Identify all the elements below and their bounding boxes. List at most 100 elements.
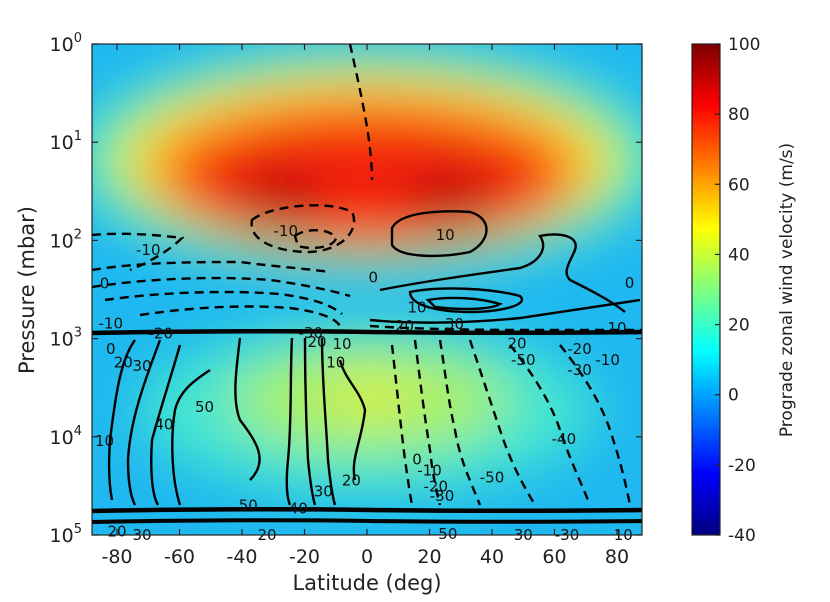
lower-yellow-core [320, 370, 420, 420]
contour-label: 0 [368, 269, 378, 287]
y-tick-label: 102 [50, 227, 82, 252]
contour-dashed [293, 229, 338, 250]
contour-label: 30 [132, 357, 151, 375]
contour-label: 10 [407, 298, 426, 316]
x-tick-label: -80 [101, 546, 132, 568]
colorbar-tick-label: 60 [728, 175, 750, 195]
y-tick-label: 100 [50, 31, 82, 56]
x-tick-label: 40 [480, 546, 504, 568]
contour-label: -50 [433, 525, 458, 543]
colorbar-frame [691, 43, 721, 536]
contour-dashed [413, 339, 442, 506]
contour-label: -30 [567, 361, 592, 379]
contour-label: 10 [436, 226, 455, 244]
contour-solid [303, 337, 317, 506]
contour-label: 10 [95, 432, 114, 450]
jet-red-core [172, 112, 562, 248]
colorbar-tick-label: -40 [728, 526, 756, 546]
contour-label: 20 [342, 472, 361, 490]
x-tick-label: -20 [289, 546, 320, 568]
contour-label: 0 [106, 340, 116, 358]
y-tick-label: 103 [50, 326, 82, 351]
colorbar-tick-label: 80 [728, 105, 750, 125]
contour-label: -20 [424, 477, 449, 495]
contour-dashed [369, 324, 642, 332]
contour-label: 20 [395, 317, 414, 335]
x-tick-label: 20 [417, 546, 441, 568]
colorbar-tick-label: 40 [728, 245, 750, 265]
contour-solid [285, 337, 294, 506]
contour-label: 20 [114, 353, 133, 371]
contour-label: -10 [99, 314, 124, 332]
contour-solid [107, 339, 136, 501]
contour-label: 10 [332, 335, 351, 353]
colorbar-gradient [692, 44, 720, 535]
contour-dashed [92, 276, 351, 298]
contour-label: 0 [625, 274, 635, 292]
contour-dashed [92, 232, 185, 272]
contour-label: 10 [326, 353, 345, 371]
contour-label: -50 [511, 351, 536, 369]
contour-dashed [509, 344, 592, 506]
contour-dashed [92, 260, 331, 274]
contour-solid [338, 359, 367, 481]
contour-dashed [390, 344, 414, 506]
contour-label: 0 [412, 450, 422, 468]
y-axis-label: Pressure (mbar) [15, 206, 39, 374]
contour-label: -20 [567, 340, 592, 358]
contour-solid [126, 339, 162, 506]
contour-label: -10 [417, 461, 442, 479]
contour-solid [320, 337, 337, 506]
contour-solid [92, 507, 642, 514]
colorbar-ticks: -40 -20 0 20 40 60 80 100 [715, 35, 760, 546]
y-tick-label: 104 [50, 424, 82, 449]
contour-label: 20 [307, 333, 326, 351]
contour-solid [425, 296, 503, 311]
velocity-field [92, 44, 642, 535]
contour-solid [379, 233, 626, 313]
contour-solid [408, 287, 524, 314]
jet-dark-core [235, 172, 325, 228]
colorbar-tick-label: -20 [728, 456, 756, 476]
colorbar-tick-label: 20 [728, 316, 750, 336]
colorbar-label: Prograde zonal wind velocity (m/s) [777, 143, 797, 437]
contour-label: 20 [507, 334, 526, 352]
contour-solid [92, 518, 642, 524]
contour-label: 40 [289, 500, 308, 518]
contour-label: -40 [552, 430, 577, 448]
colorbar: -40 -20 0 20 40 60 80 100 Prograde zonal wind v… [691, 35, 797, 546]
x-tick-label: 80 [605, 546, 629, 568]
contour-solid [150, 344, 182, 506]
contour-label: 10 [607, 319, 626, 337]
contour-dashed [348, 44, 374, 181]
contour-label: -10 [136, 241, 161, 259]
contour-label: 30 [314, 482, 333, 500]
x-axis-ticks: -80 -60 -40 -20 0 20 40 60 80 [101, 44, 629, 568]
x-axis-label: Latitude (deg) [292, 571, 441, 595]
contour-label: -30 [430, 487, 455, 505]
colorbar-tick-label: 0 [728, 386, 739, 406]
contour-dashed [468, 339, 537, 506]
contour-dashed [139, 305, 342, 327]
contour-solid [369, 298, 641, 324]
y-tick-label: 105 [50, 522, 82, 547]
contour-label: 50 [195, 398, 214, 416]
contour-label: -20 [149, 325, 174, 343]
contour-label: -10 [595, 351, 620, 369]
contour-solid [234, 337, 261, 481]
contour-solid [92, 329, 642, 336]
colorbar-tick-label: 100 [728, 35, 760, 55]
contour-solid [171, 369, 211, 506]
contour-label: -10 [274, 222, 299, 240]
contour-label: 30 [445, 315, 464, 333]
contour-solid [390, 210, 488, 258]
contour-label: 0 [100, 275, 110, 293]
contour-label: 50 [239, 496, 258, 514]
contour-dashed [438, 339, 482, 506]
contour-dashed [250, 204, 356, 254]
x-tick-label: -40 [226, 546, 257, 568]
contour-label: -30 [299, 324, 324, 342]
